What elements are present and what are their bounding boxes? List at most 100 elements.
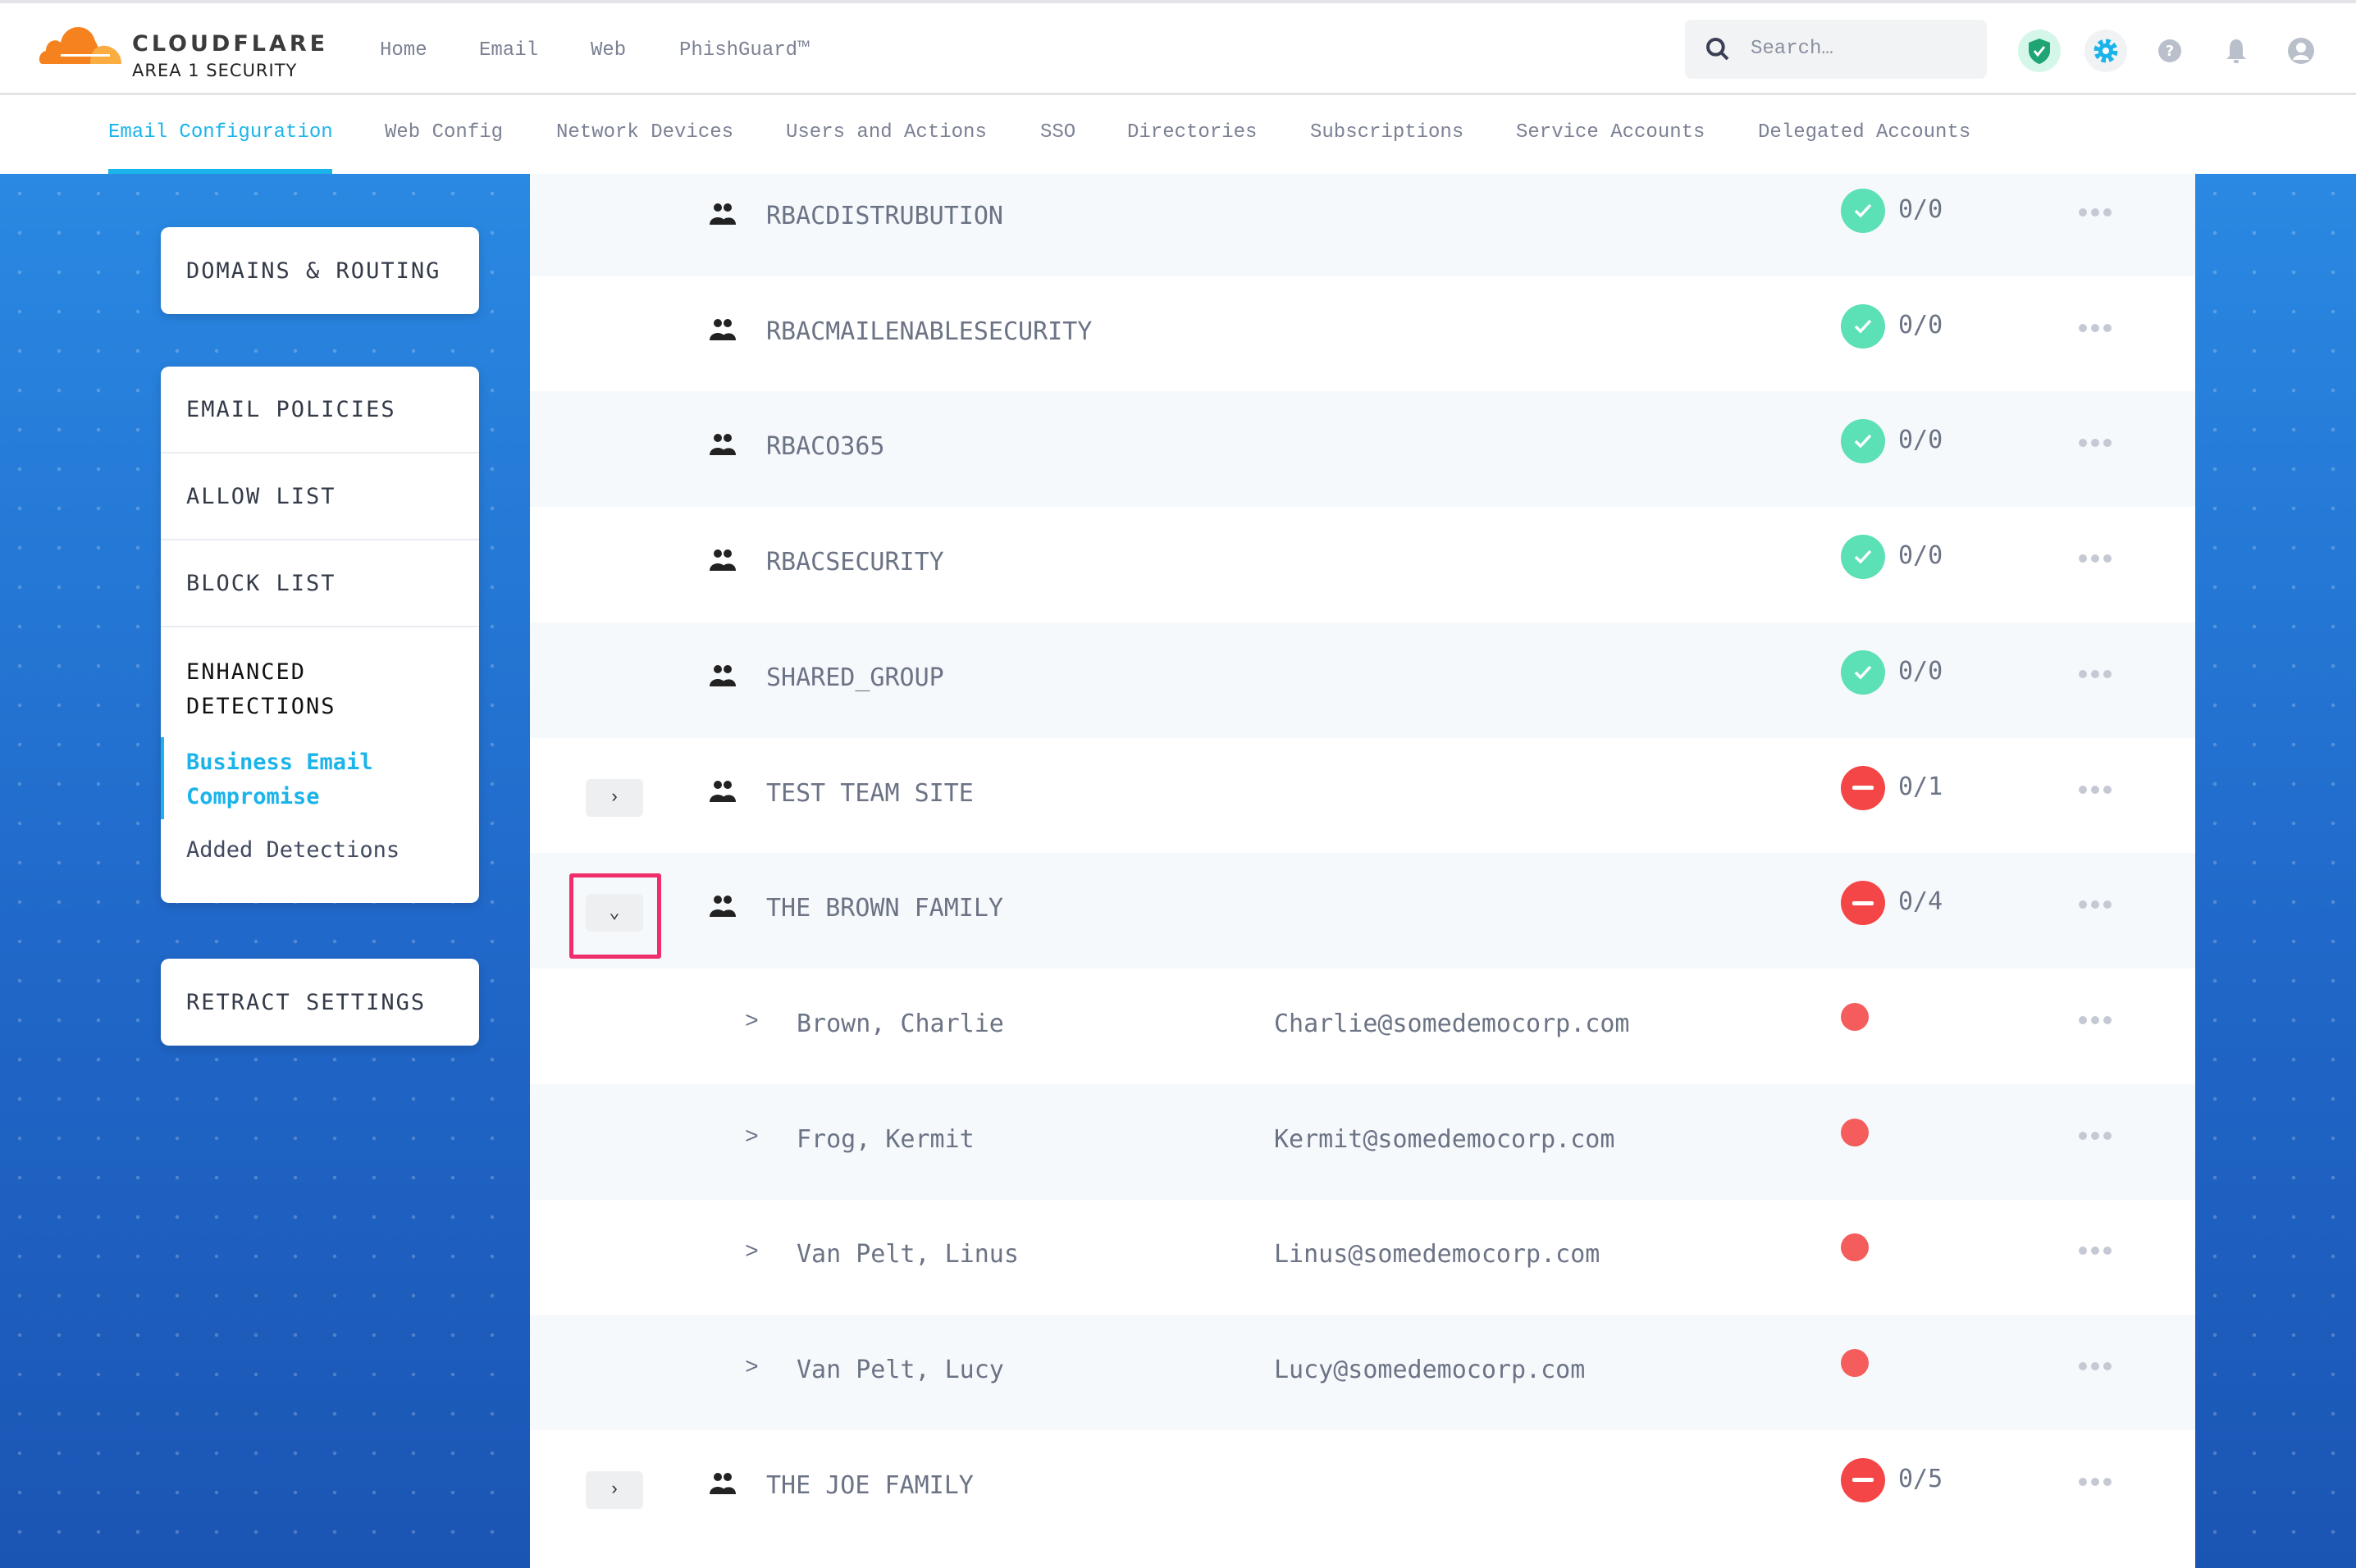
chevron-right-icon[interactable]: >: [745, 1240, 759, 1266]
more-options-icon[interactable]: [2079, 1362, 2112, 1370]
group-icon: [709, 663, 737, 688]
member-row[interactable]: > Frog, Kermit Kermit@somedemocorp.com: [530, 1083, 2195, 1200]
group-row[interactable]: › TEST TEAM SITE 0/1: [530, 738, 2195, 854]
brand-name: CLOUDFLARE: [132, 31, 329, 57]
member-row[interactable]: > Van Pelt, Lucy Lucy@somedemocorp.com: [530, 1315, 2195, 1430]
group-row[interactable]: RBACSECURITY 0/0: [530, 507, 2195, 622]
member-name: Van Pelt, Lucy: [797, 1356, 1004, 1384]
group-icon: [709, 317, 737, 342]
sidebar-card-policies: EMAIL POLICIES ALLOW LIST BLOCK LIST ENH…: [161, 367, 479, 903]
sub-navigation: Email Configuration Web Config Network D…: [0, 95, 2356, 174]
search-placeholder: Search…: [1751, 38, 1833, 60]
more-options-icon[interactable]: [2079, 900, 2112, 909]
help-icon[interactable]: ?: [2148, 30, 2191, 72]
sync-count: 0/0: [1898, 195, 1943, 224]
group-row[interactable]: RBACO365 0/0: [530, 391, 2195, 508]
sidebar-item-block-list[interactable]: BLOCK LIST: [161, 540, 479, 627]
chevron-right-icon[interactable]: >: [745, 1009, 759, 1035]
group-icon: [709, 432, 737, 457]
more-options-icon[interactable]: [2079, 1247, 2112, 1256]
member-row[interactable]: > Brown, Charlie Charlie@somedemocorp.com: [530, 969, 2195, 1084]
nav-home[interactable]: Home: [380, 39, 427, 62]
nav-email[interactable]: Email: [479, 39, 539, 62]
more-options-icon[interactable]: [2079, 785, 2112, 794]
more-options-icon[interactable]: [2079, 323, 2112, 332]
tab-network-devices[interactable]: Network Devices: [556, 121, 734, 144]
status-blocked-icon: [1841, 881, 1885, 926]
search-icon: [1706, 38, 1729, 61]
member-name: Frog, Kermit: [797, 1124, 975, 1154]
nav-web[interactable]: Web: [591, 39, 627, 62]
right-background: [2195, 174, 2356, 1568]
sidebar-item-enhanced-detections[interactable]: ENHANCED DETECTIONS: [186, 659, 336, 719]
chevron-down-icon: ⌄: [609, 903, 620, 924]
more-options-icon[interactable]: [2079, 554, 2112, 563]
member-email: Linus@somedemocorp.com: [1274, 1240, 1600, 1269]
top-header: CLOUDFLARE AREA 1 SECURITY Home Email We…: [0, 0, 2356, 95]
sync-count: 0/0: [1898, 310, 1943, 340]
tab-users-and-actions[interactable]: Users and Actions: [786, 121, 987, 144]
status-ok-icon: [1841, 535, 1885, 580]
sidebar-item-business-email-compromise[interactable]: Business Email Compromise: [186, 750, 373, 809]
chevron-right-icon: ›: [609, 1479, 620, 1501]
group-name: SHARED_GROUP: [766, 663, 944, 692]
tab-email-configuration[interactable]: Email Configuration: [108, 121, 333, 144]
tab-web-config[interactable]: Web Config: [385, 121, 504, 144]
chevron-right-icon: ›: [609, 787, 620, 808]
highlight-box: [569, 873, 661, 959]
more-options-icon[interactable]: [2079, 1015, 2112, 1024]
group-name: RBACO365: [766, 432, 885, 462]
sidebar-section-enhanced: ENHANCED DETECTIONS Business Email Compr…: [161, 627, 479, 903]
group-icon: [709, 1471, 737, 1496]
sync-count: 0/0: [1898, 541, 1943, 571]
directory-group-list: RBACDISTRUBUTION 0/0 RBACMAILENABLESECURIT…: [530, 174, 2195, 1568]
svg-text:?: ?: [2166, 43, 2174, 60]
group-row[interactable]: RBACMAILENABLESECURITY 0/0: [530, 276, 2195, 392]
status-ok-icon: [1841, 650, 1885, 695]
expand-button[interactable]: ›: [586, 778, 643, 817]
member-row[interactable]: > Van Pelt, Linus Linus@somedemocorp.com: [530, 1199, 2195, 1315]
sidebar-item-domains-routing[interactable]: DOMAINS & ROUTING: [186, 258, 441, 284]
group-row[interactable]: ⌄ THE BROWN FAMILY 0/4: [530, 853, 2195, 969]
chevron-right-icon[interactable]: >: [745, 1356, 759, 1381]
sidebar-item-added-detections[interactable]: Added Detections: [186, 837, 400, 863]
expand-button[interactable]: ›: [586, 1470, 643, 1509]
cloudflare-logo[interactable]: CLOUDFLARE AREA 1 SECURITY: [36, 13, 325, 87]
status-dot-icon: [1841, 1118, 1869, 1146]
active-indicator: [161, 737, 164, 819]
sidebar-item-retract-settings[interactable]: RETRACT SETTINGS: [186, 989, 427, 1015]
group-icon: [709, 548, 737, 572]
nav-phishguard[interactable]: PhishGuard™: [679, 39, 810, 62]
bell-icon[interactable]: [2215, 30, 2258, 72]
tab-subscriptions[interactable]: Subscriptions: [1310, 121, 1464, 144]
group-name: THE BROWN FAMILY: [766, 894, 1003, 923]
search-input[interactable]: Search…: [1685, 20, 1987, 79]
sidebar-item-allow-list[interactable]: ALLOW LIST: [161, 454, 479, 540]
status-blocked-icon: [1841, 1457, 1885, 1502]
member-name: Van Pelt, Linus: [797, 1240, 1019, 1269]
group-icon: [709, 779, 737, 804]
shield-check-icon[interactable]: [2018, 30, 2061, 72]
user-icon[interactable]: [2280, 30, 2322, 72]
group-row[interactable]: RBACDISTRUBUTION 0/0: [530, 174, 2195, 276]
tab-service-accounts[interactable]: Service Accounts: [1516, 121, 1705, 144]
more-options-icon[interactable]: [2079, 1131, 2112, 1140]
sync-count: 0/4: [1898, 887, 1943, 917]
sync-count: 0/0: [1898, 426, 1943, 455]
group-row[interactable]: › THE JOE FAMILY 0/5: [530, 1430, 2195, 1546]
more-options-icon[interactable]: [2079, 439, 2112, 448]
tab-directories[interactable]: Directories: [1127, 121, 1258, 144]
tab-delegated-accounts[interactable]: Delegated Accounts: [1758, 121, 1971, 144]
more-options-icon[interactable]: [2079, 208, 2112, 217]
sync-count: 0/0: [1898, 656, 1943, 686]
chevron-right-icon[interactable]: >: [745, 1124, 759, 1151]
tab-sso[interactable]: SSO: [1040, 121, 1076, 144]
more-options-icon[interactable]: [2079, 669, 2112, 678]
group-row[interactable]: SHARED_GROUP 0/0: [530, 622, 2195, 738]
collapse-button[interactable]: ⌄: [586, 894, 643, 932]
gear-icon[interactable]: [2084, 30, 2127, 72]
more-options-icon[interactable]: [2079, 1477, 2112, 1486]
sync-count: 0/5: [1898, 1464, 1943, 1493]
status-blocked-icon: [1841, 765, 1885, 810]
sidebar-item-email-policies[interactable]: EMAIL POLICIES: [161, 367, 479, 454]
